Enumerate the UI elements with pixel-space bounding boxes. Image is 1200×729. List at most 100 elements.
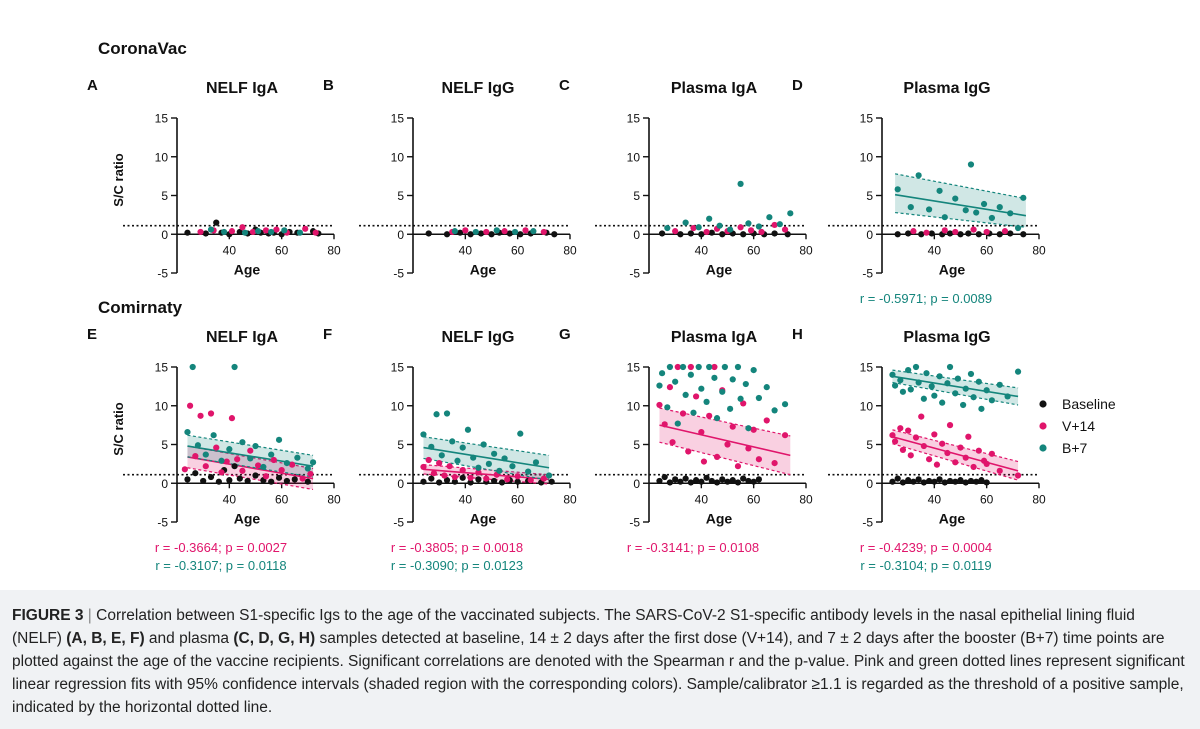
panel-a-y-tick-label: 0 — [161, 228, 168, 242]
panel-f-point-b-7 — [491, 450, 498, 457]
panel-f: F NELF IgG -5 0 5 10 15 40 60 80 Age r = -0.3805; p… — [323, 326, 577, 573]
panel-c-point-b-7 — [706, 215, 713, 222]
panel-h-point-v-14 — [957, 444, 964, 451]
panel-h-point-baseline — [889, 478, 896, 485]
panel-b-y-tick-label: -5 — [393, 267, 404, 281]
caption-bold-plasma-panels: (C, D, G, H) — [233, 630, 316, 647]
panel-c-x-tick-label: 40 — [695, 243, 709, 257]
panel-f-point-b-7 — [443, 410, 451, 417]
panel-g-point-v-14 — [693, 393, 700, 400]
panel-a-point-b-7 — [241, 229, 249, 236]
panel-e-point-baseline — [184, 476, 191, 483]
panel-h-y-tick-label: 10 — [860, 399, 874, 413]
panel-e-point-b-7 — [184, 429, 191, 436]
panel-c-y-tick-label: -5 — [629, 267, 640, 281]
panel-e-y-label: S/C ratio — [111, 402, 126, 456]
panel-f-ci-lower-b-7 — [423, 457, 550, 481]
panel-h-ci-band-b-7 — [892, 370, 1019, 405]
panel-c-x-tick-label: 80 — [799, 243, 813, 257]
figure-3: CoronaVac Comirnaty A NELF IgA -5 0 5 10 15 40 6… — [87, 39, 1116, 573]
panel-g-y-tick-label: 10 — [627, 399, 641, 413]
panel-c-title: Plasma IgA — [671, 80, 758, 97]
panel-a-y-tick-label: 10 — [155, 150, 169, 164]
panel-h-point-baseline — [926, 477, 933, 485]
panel-c-point-v-14 — [771, 221, 778, 229]
panel-f-point-v-14 — [459, 466, 466, 474]
panel-g-title: Plasma IgA — [671, 329, 758, 346]
panel-a-x-tick-label: 40 — [223, 243, 237, 257]
panel-g-point-b-7 — [771, 407, 778, 414]
panel-e-y-tick-label: 15 — [155, 361, 169, 375]
panel-h-point-b-7 — [952, 390, 959, 397]
panel-g-y-tick-label: 5 — [633, 438, 640, 452]
panel-b-point-baseline — [477, 230, 485, 237]
panel-d-point-baseline — [905, 230, 912, 237]
panel-f-point-b-7 — [464, 426, 472, 433]
panel-b-x-tick-label: 60 — [511, 243, 525, 257]
panel-h-point-baseline — [931, 478, 938, 485]
panel-f-point-v-14 — [514, 473, 521, 480]
panel-h-point-baseline — [967, 477, 975, 485]
panel-e-ci-lower-b-7 — [187, 456, 314, 478]
panel-a-x-tick-label: 80 — [327, 243, 341, 257]
panel-e-point-v-14 — [255, 462, 262, 469]
panel-h-ci-band-v-14 — [892, 429, 1019, 481]
panel-d-point-v-14 — [910, 228, 917, 235]
panel-e-point-b-7 — [304, 465, 311, 472]
panel-c-point-v-14 — [747, 227, 755, 234]
panel-f-point-b-7 — [433, 411, 440, 418]
panel-h-point-b-7 — [988, 397, 996, 404]
panel-f-point-baseline — [514, 478, 521, 485]
panel-h-fit-line-v-14 — [892, 435, 1019, 472]
panel-g-point-b-7 — [698, 385, 705, 392]
panel-c-point-baseline — [677, 231, 684, 238]
panel-c-point-b-7 — [776, 221, 783, 228]
legend-label-v-14: V+14 — [1062, 418, 1095, 434]
panel-b-point-baseline — [425, 230, 432, 237]
panel-h-point-baseline — [894, 475, 901, 482]
panel-a-y-label: S/C ratio — [111, 153, 126, 207]
panel-d-point-b-7 — [973, 209, 980, 216]
panel-g-point-v-14 — [724, 441, 731, 448]
panel-h-point-b-7 — [944, 380, 951, 387]
panel-f-point-b-7 — [480, 441, 487, 448]
panel-f-point-b-7 — [438, 452, 445, 459]
panel-g-point-b-7 — [695, 363, 702, 371]
panel-b-point-b-7 — [530, 228, 537, 235]
panel-h-point-baseline — [905, 477, 912, 484]
panel-h-point-b-7 — [962, 385, 969, 392]
legend-marker-b-7 — [1039, 444, 1047, 452]
panel-f-stat-label: r = -0.3805; p = 0.0018 — [391, 540, 523, 555]
panel-d-point-b-7 — [936, 187, 943, 194]
panel-h-point-b-7 — [970, 394, 977, 401]
panel-h-point-baseline — [910, 478, 917, 485]
panel-g-point-v-14 — [763, 417, 770, 424]
panel-h-point-b-7 — [897, 377, 904, 384]
panel-a-point-baseline — [202, 230, 209, 237]
panel-f-point-b-7 — [532, 459, 540, 466]
panel-e-y-tick-label: 5 — [161, 438, 168, 452]
panel-a-point-b-7 — [221, 228, 228, 236]
panel-h-point-v-14 — [983, 460, 990, 467]
panel-f-point-baseline — [428, 475, 435, 482]
panel-e-point-baseline — [291, 476, 298, 483]
panel-f-point-b-7 — [525, 468, 532, 475]
panel-f-point-baseline — [548, 478, 555, 485]
panel-h-point-b-7 — [891, 382, 899, 389]
panel-a-title: NELF IgA — [206, 80, 278, 97]
panel-f-point-b-7 — [428, 443, 435, 450]
panel-g-point-v-14 — [685, 448, 692, 455]
panel-g-point-b-7 — [734, 363, 742, 371]
panel-g-point-b-7 — [672, 378, 679, 385]
panel-d-point-baseline — [965, 230, 972, 237]
panel-h-y-tick-label: 5 — [866, 438, 873, 452]
panel-c-point-v-14 — [703, 228, 710, 236]
group-title-comirnaty: Comirnaty — [98, 298, 183, 317]
panel-e-point-baseline — [252, 472, 259, 479]
panel-e-y-tick-label: 10 — [155, 399, 169, 413]
panel-c-point-baseline — [687, 230, 694, 237]
panel-f-point-v-14 — [540, 475, 547, 482]
panel-c-point-v-14 — [758, 228, 765, 236]
panel-f-y-tick-label: 10 — [391, 399, 405, 413]
panel-f-point-b-7 — [496, 467, 503, 474]
